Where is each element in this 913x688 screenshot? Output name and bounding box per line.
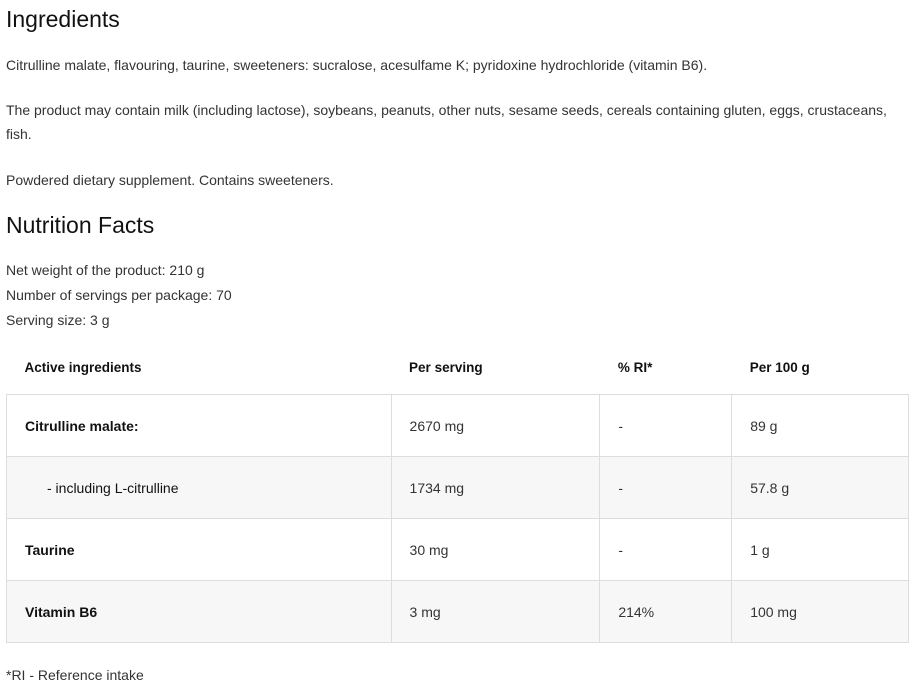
per-serving-value: 30 mg <box>390 518 601 581</box>
ri-value: - <box>599 456 733 519</box>
ingredient-name: Taurine <box>6 518 392 581</box>
serving-size: Serving size: 3 g <box>6 312 110 328</box>
footnote: *RI - Reference intake <box>6 667 144 683</box>
product-description: Powdered dietary supplement. Contains sw… <box>6 172 334 188</box>
ingredients-list: Citrulline malate, flavouring, taurine, … <box>6 57 708 73</box>
header-per-serving: Per serving <box>409 359 483 375</box>
table-row: Vitamin B6 3 mg 214% 100 mg <box>6 580 909 643</box>
header-per-100g: Per 100 g <box>749 359 810 375</box>
net-weight: Net weight of the product: 210 g <box>6 262 205 278</box>
per-serving-value: 2670 mg <box>390 394 601 457</box>
allergen-info: The product may contain milk (including … <box>6 102 887 142</box>
header-ri: % RI* <box>617 359 653 375</box>
table-row: Citrulline malate: 2670 mg - 89 g <box>6 394 909 457</box>
table-row: Taurine 30 mg - 1 g <box>6 518 909 581</box>
ingredient-name: - including L-citrulline <box>6 456 392 519</box>
per-100g-value: 1 g <box>731 518 909 581</box>
ri-value: 214% <box>599 580 733 643</box>
per-100g-value: 57.8 g <box>731 456 909 519</box>
ingredients-title: Ingredients <box>6 6 120 32</box>
servings-per-package: Number of servings per package: 70 <box>6 287 232 303</box>
per-100g-value: 89 g <box>731 394 909 457</box>
ingredient-name: Vitamin B6 <box>6 580 392 643</box>
nutrition-title: Nutrition Facts <box>6 212 155 238</box>
header-active-ingredients: Active ingredients <box>24 359 142 375</box>
per-100g-value: 100 mg <box>731 580 909 643</box>
nutrition-table: Active ingredients Per serving % RI* Per… <box>6 340 909 643</box>
ri-value: - <box>599 394 733 457</box>
table-header: Active ingredients Per serving % RI* Per… <box>7 340 909 395</box>
table-row: - including L-citrulline 1734 mg - 57.8 … <box>6 456 909 519</box>
ingredient-name: Citrulline malate: <box>6 394 392 457</box>
ri-value: - <box>599 518 733 581</box>
per-serving-value: 3 mg <box>390 580 601 643</box>
per-serving-value: 1734 mg <box>390 456 601 519</box>
